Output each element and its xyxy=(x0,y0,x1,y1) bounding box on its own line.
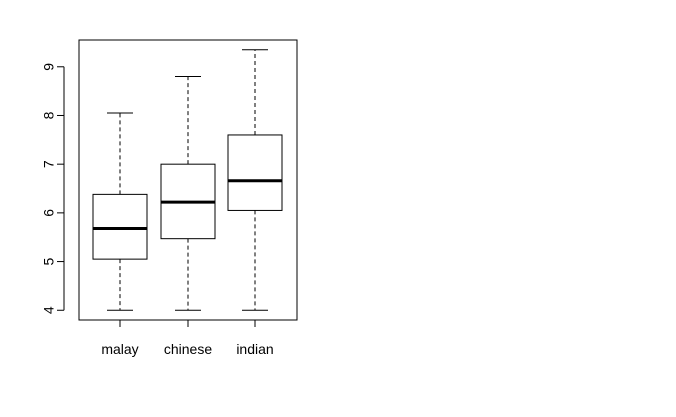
y-tick-label: 6 xyxy=(41,209,57,217)
y-tick-label: 8 xyxy=(41,111,57,119)
y-tick-label: 9 xyxy=(41,63,57,71)
y-tick-label: 5 xyxy=(41,257,57,265)
x-category-label: chinese xyxy=(164,341,212,357)
iqr-box xyxy=(227,134,283,211)
y-tick-label: 7 xyxy=(41,160,57,168)
x-category-label: indian xyxy=(236,341,273,357)
x-category-label: malay xyxy=(101,341,138,357)
plot-area: 4 5 6 7 8 9 malay chinese indian xyxy=(41,39,298,357)
y-tick-label: 4 xyxy=(41,306,57,314)
iqr-box xyxy=(92,193,148,260)
